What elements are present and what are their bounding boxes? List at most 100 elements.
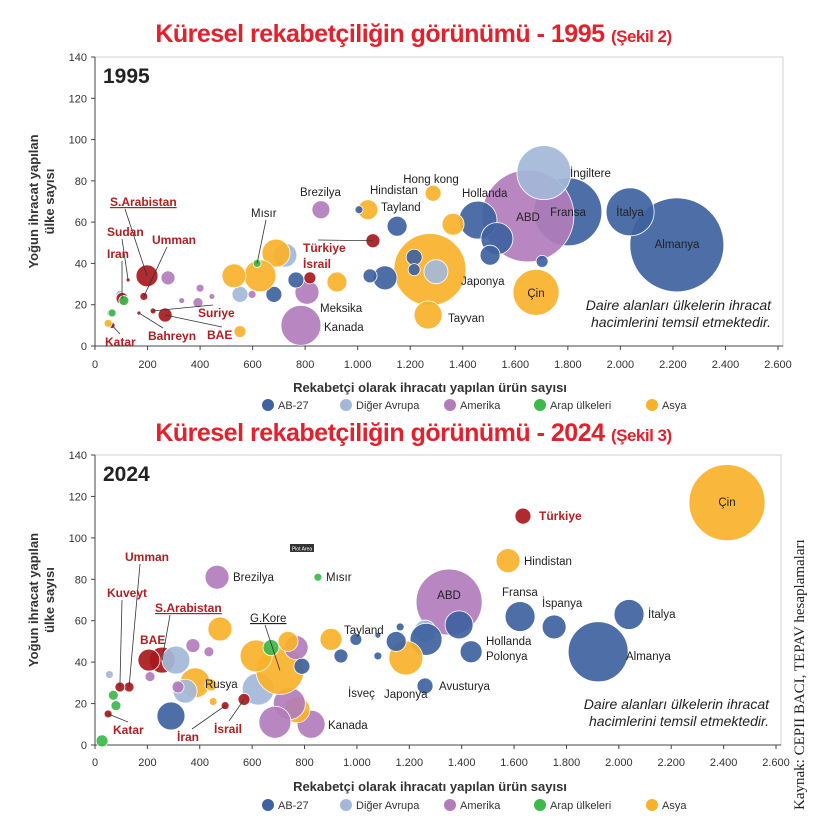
chart-1995: 0 20 40 60 80 100 120 140 0 200 400 600 800 1.000 1.20… [26,52,792,412]
bubble-hindistan [495,548,521,574]
bubble-size-note: Daire alanları ülkelerin ihracat [586,297,772,313]
country-label: Sudan [107,225,144,239]
country-label: İsrail [303,256,331,271]
country-label: Hollanda [462,188,508,200]
legend-marker [534,399,546,411]
x-tick-label: 1.200 [396,757,424,769]
leader-line [228,699,245,722]
bubble-türkiye [514,507,532,525]
y-axis-title-line: ülke sayısı [42,567,57,633]
legend-marker [534,799,546,811]
bubble-arap-ülkeleri [95,734,109,748]
x-tick-label: 1.800 [554,359,582,371]
country-label: Brezilya [300,187,342,199]
bubble-arap-ülkeleri [118,295,130,306]
x-tick-label: 2.200 [659,359,687,371]
bubble-ab-27 [349,632,363,646]
bubble-ab-27 [156,701,186,731]
country-label: İtalya [648,608,676,621]
leader-line [153,304,214,312]
legend-label: AB-27 [278,400,309,412]
bubble-polonya [459,640,483,664]
country-label: Fransa [502,587,538,599]
legend-label: Amerika [460,400,501,412]
bubble-i-talya [613,599,645,630]
bubble-i-spanya [541,614,567,640]
bubble-amerika [247,289,257,299]
x-axis-title: Rekabetçi olarak ihracatı yapılan ürün s… [293,779,567,794]
legend-marker [444,399,456,411]
country-label: Mısır [326,572,352,584]
y-tick-label: 40 [75,657,87,669]
x-tick-label: 800 [295,757,313,769]
bubble-asya [261,238,291,268]
bubble-size-note: hacimlerini temsil etmektedir. [591,314,771,330]
leader-line [107,713,129,723]
bubble-mısır [313,572,323,582]
x-tick-label: 2.200 [657,757,685,769]
plot-area-tooltip-text: Plot Area [292,547,313,553]
country-label: Çin [527,288,544,300]
bubble-diğer-avrupa [161,645,191,675]
bubble-ab-27 [385,631,407,652]
legend-label: Asya [662,800,687,812]
title-text: Küresel rekabetçiliğin görünümü - 1995 [155,20,605,48]
country-label: Kuveyt [107,586,147,600]
x-tick-label: 0 [92,757,98,769]
y-tick-label: 40 [75,258,87,270]
title-subtitle: (Şekil 2) [610,27,672,46]
legend: AB-27 Diğer Avrupa Amerika Arap ülkeleri Asy… [262,799,687,812]
bubble-asya [103,318,113,328]
bubble-size-note: hacimlerini temsil etmektedir. [589,713,769,729]
country-label: Polonya [486,651,528,663]
country-label: Hindistan [370,185,418,197]
x-tick-label: 2.400 [710,757,738,769]
bubble-kanada [280,304,322,346]
bubble-amerika [171,680,185,694]
bubble-asya [326,271,348,293]
legend-marker [262,799,274,811]
country-label: Bahreyn [148,329,196,343]
bubble-amerika [178,297,186,304]
bubble-amerika [203,646,215,658]
y-tick-label: 140 [69,52,87,64]
bubble-diğer-avrupa [231,285,249,303]
bubble-almanya [567,621,629,683]
y-tick-label: 20 [75,300,87,312]
bubble-i-ngiltere [516,145,572,201]
bubble-arap-ülkeleri [107,689,119,701]
bubble-asya [277,631,299,652]
bubble-amerika [144,671,156,683]
bubble-ab-27 [265,285,283,303]
country-label: İsveç [348,687,375,700]
bubble-bae [137,648,161,672]
country-label: S.Arabistan [110,195,177,209]
chart-title-2024: Küresel rekabetçiliğin görünümü - 2024 (… [0,419,827,448]
bubble-ab-27 [293,657,311,675]
y-tick-label: 100 [69,533,87,545]
bubble-brezilya [204,564,230,590]
bubble-i-sveç [333,648,349,664]
source-note: Kaynak: CEPII BACI, TEPAV hesaplamaları [792,539,808,810]
title-text: Küresel rekabetçiliğin görünümü - 2024 [155,419,605,447]
bubble-size-note: Daire alanları ülkelerin ihracat [584,696,770,712]
y-tick-label: 120 [69,93,87,105]
leader-line [111,325,121,335]
x-tick-label: 1.200 [396,359,424,371]
legend: AB-27 Diğer Avrupa Amerika Arap ülkeleri Asy… [262,399,687,412]
x-axis-title: Rekabetçi olarak ihracatı yapılan ürün s… [293,380,567,395]
bubble-tayland [386,215,408,237]
y-axis-title-line: Yoğun ihracat yapılan [26,533,41,667]
leader-line [138,312,164,329]
leader-line [317,239,373,242]
title-subtitle: (Şekil 3) [610,426,672,445]
country-label: Çin [718,497,735,509]
bubble-ab-27 [535,254,549,268]
legend-label: Arap ülkeleri [550,800,611,812]
x-tick-label: 400 [191,757,209,769]
bubble-asya [204,678,218,692]
leader-line [124,208,148,276]
legend-marker [444,799,456,811]
country-label: Brezilya [233,572,275,584]
bubble-brezilya [311,200,331,220]
